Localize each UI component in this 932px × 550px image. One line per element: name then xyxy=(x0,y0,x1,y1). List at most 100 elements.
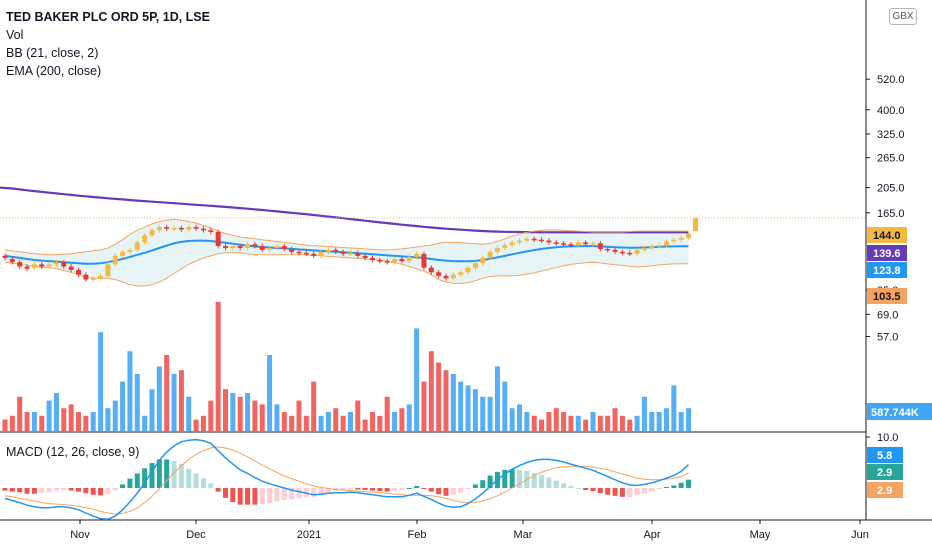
legend-ema: EMA (200, close) xyxy=(6,64,102,78)
macd-histogram-bar xyxy=(340,488,346,491)
volume-bar xyxy=(524,412,530,431)
volume-bar xyxy=(686,408,692,431)
macd-histogram-bar xyxy=(517,469,522,488)
time-tick-label: 2021 xyxy=(297,529,321,541)
price-tag: 123.8 xyxy=(873,265,901,277)
candle-body xyxy=(289,248,295,252)
time-tick-label: Nov xyxy=(70,529,90,541)
volume-bar xyxy=(24,412,30,431)
volume-bar xyxy=(193,419,199,431)
volume-bar xyxy=(649,412,655,431)
volume-bar xyxy=(370,412,375,431)
candle-body xyxy=(223,246,228,248)
currency-badge[interactable]: GBX xyxy=(889,8,917,25)
price-tick-label: 325.0 xyxy=(877,129,905,141)
candle-body xyxy=(384,261,390,263)
macd-histogram-bar xyxy=(230,488,236,503)
macd-tag-bg xyxy=(867,464,903,480)
macd-histogram-bar xyxy=(627,488,633,497)
candle-body xyxy=(612,249,618,252)
volume-bar xyxy=(384,396,390,431)
candle-body xyxy=(443,275,449,279)
candle-body xyxy=(156,227,162,231)
candle-body xyxy=(24,266,30,269)
macd-histogram-bar xyxy=(98,488,104,496)
candle-body xyxy=(347,252,353,255)
volume-bar xyxy=(303,415,309,431)
macd-histogram-bar xyxy=(274,488,280,502)
volume-bar xyxy=(671,385,677,431)
macd-histogram-bar xyxy=(120,484,126,488)
candle-body xyxy=(531,238,537,241)
macd-histogram-bar xyxy=(641,488,647,494)
candle-body xyxy=(502,245,508,248)
macd-histogram-bar xyxy=(318,488,324,495)
candle-body xyxy=(200,228,206,231)
volume-tag-bg xyxy=(867,403,932,420)
macd-histogram-bar xyxy=(443,488,449,496)
volume-bar xyxy=(311,381,317,431)
price-tick-label: 69.0 xyxy=(877,309,898,321)
volume-bar xyxy=(237,396,243,431)
candle-body xyxy=(428,267,434,273)
price-tick-label: 57.0 xyxy=(877,332,898,344)
volume-bar xyxy=(296,400,302,431)
macd-histogram-bar xyxy=(583,488,589,491)
volume-bar xyxy=(480,396,486,431)
macd-histogram-bar xyxy=(561,483,567,488)
macd-tag-bg xyxy=(867,482,903,498)
macd-histogram-bar xyxy=(377,488,383,492)
candle-body xyxy=(355,252,361,256)
candle-body xyxy=(392,258,398,263)
candle-body xyxy=(274,246,280,248)
candle-body xyxy=(252,244,258,247)
candle-body xyxy=(568,244,574,246)
volume-bar xyxy=(472,389,478,431)
volume-bar xyxy=(421,381,427,431)
candle-body xyxy=(406,256,412,262)
macd-histogram-bar xyxy=(436,488,442,495)
macd-histogram-bar xyxy=(649,488,655,492)
candle-body xyxy=(553,242,559,244)
macd-histogram-bar xyxy=(590,488,596,492)
macd-histogram-bar xyxy=(105,488,111,495)
volume-bar xyxy=(502,381,508,431)
candle-body xyxy=(237,246,243,248)
macd-histogram-bar xyxy=(24,488,30,494)
candle-body xyxy=(546,240,552,243)
macd-histogram-bar xyxy=(112,488,118,491)
candle-body xyxy=(634,249,640,254)
volume-bar xyxy=(208,400,214,431)
candle-body xyxy=(17,262,23,267)
candle-body xyxy=(112,255,118,265)
candle-body xyxy=(664,241,669,246)
candle-body xyxy=(281,246,287,249)
candle-body xyxy=(215,231,221,247)
macd-histogram-bar xyxy=(61,488,67,491)
macd-histogram-bar xyxy=(245,488,251,505)
candle-body xyxy=(333,249,339,252)
macd-histogram-bar xyxy=(406,488,412,489)
volume-bar xyxy=(428,351,434,431)
macd-histogram-bar xyxy=(215,488,221,492)
candle-body xyxy=(583,242,589,245)
volume-bar xyxy=(90,412,96,431)
macd-histogram-bar xyxy=(142,468,148,488)
candle-body xyxy=(39,264,45,267)
volume-bar xyxy=(392,412,398,431)
macd-histogram-bar xyxy=(289,488,295,500)
candle-body xyxy=(208,230,214,232)
macd-histogram-bar xyxy=(568,485,574,488)
price-tag-bg xyxy=(867,227,907,243)
macd-histogram-bar xyxy=(546,477,552,488)
macd-histogram-bar xyxy=(502,469,508,488)
candle-body xyxy=(318,251,324,256)
volume-bar xyxy=(245,393,251,431)
macd-histogram-bar xyxy=(53,488,59,491)
macd-histogram-bar xyxy=(9,488,15,492)
volume-bar xyxy=(31,412,37,431)
candle-body xyxy=(399,258,405,262)
volume-bar xyxy=(120,381,126,431)
volume-bar xyxy=(46,400,52,431)
candle-body xyxy=(53,262,59,265)
